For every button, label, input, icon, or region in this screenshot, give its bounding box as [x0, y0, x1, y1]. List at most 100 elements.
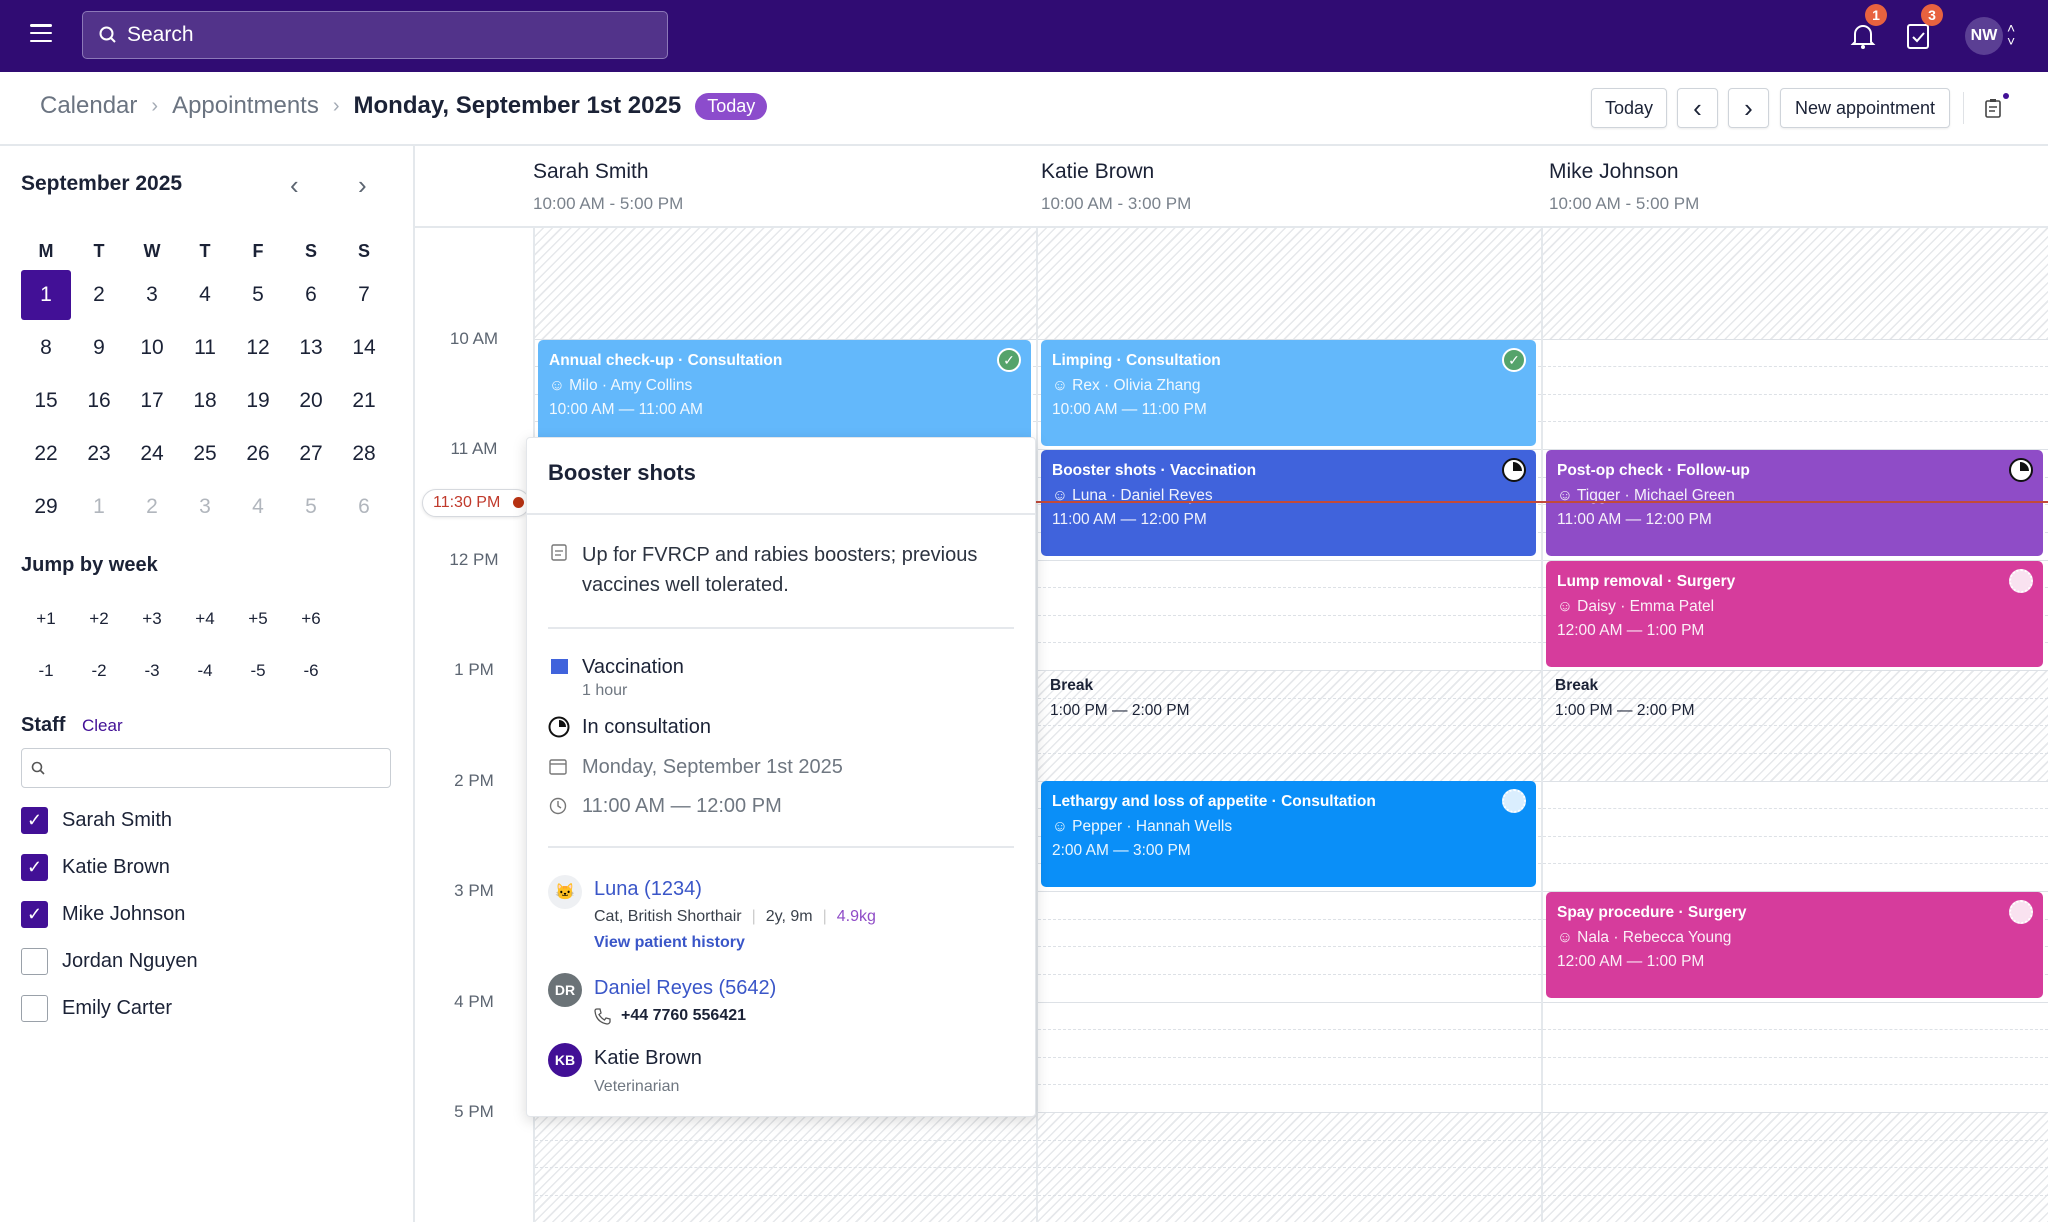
jump-forward-button[interactable]: +3 — [142, 609, 162, 628]
checkbox[interactable] — [21, 995, 48, 1022]
grid-line — [1038, 697, 1541, 699]
calendar-day[interactable]: 8 — [40, 336, 52, 359]
jump-forward-button[interactable]: +6 — [301, 609, 321, 628]
calendar-day[interactable]: 2 — [93, 283, 105, 306]
calendar-day[interactable]: 19 — [246, 389, 270, 412]
checkbox[interactable]: ✓ — [21, 854, 48, 881]
calendar-day[interactable]: 11 — [194, 336, 216, 359]
notifications-button[interactable]: 1 — [1850, 4, 1887, 55]
appointment-card[interactable]: Booster shots · Vaccination ☺ Luna · Dani… — [1041, 450, 1536, 556]
jump-back-button[interactable]: -5 — [250, 661, 266, 680]
patient-link[interactable]: Luna (1234) — [594, 878, 702, 900]
calendar-day[interactable]: 7 — [358, 283, 370, 306]
calendar-day[interactable]: 1 — [21, 270, 71, 320]
jump-forward-button[interactable]: +2 — [89, 609, 109, 628]
calendar-day[interactable]: 16 — [87, 389, 111, 412]
calendar-day[interactable]: 25 — [193, 442, 217, 465]
calendar-day[interactable]: 10 — [140, 336, 164, 359]
prev-day-button[interactable]: ‹ — [1677, 88, 1718, 128]
checkbox[interactable]: ✓ — [21, 901, 48, 928]
calendar-day[interactable]: 1 — [93, 495, 105, 518]
appointment-card[interactable]: Limping · Consultation ☺ Rex · Olivia Zha… — [1041, 340, 1536, 446]
checkbox[interactable] — [21, 948, 48, 975]
grid-line — [1038, 1084, 1541, 1086]
jump-forward-button[interactable]: +5 — [248, 609, 268, 628]
calendar-day[interactable]: 26 — [246, 442, 270, 465]
pet-owner-text: Tigger · Michael Green — [1576, 486, 1735, 504]
calendar-day[interactable]: 27 — [299, 442, 323, 465]
calendar-day[interactable]: 6 — [305, 283, 317, 306]
appointment-card[interactable]: Spay procedure · Surgery ☺ Nala · Rebecca… — [1546, 892, 2043, 998]
patient-weight: 4.9kg — [836, 908, 876, 925]
grid-line — [1543, 1029, 2048, 1031]
search-icon — [99, 26, 116, 43]
calendar-day[interactable]: 29 — [34, 495, 58, 518]
mini-calendar-next[interactable]: › — [358, 170, 367, 200]
tasks-button[interactable]: 3 — [1906, 4, 1943, 55]
appointment-card[interactable]: Lump removal · Surgery ☺ Daisy · Emma Pat… — [1546, 561, 2043, 667]
tasks-badge: 3 — [1921, 4, 1943, 26]
calendar-day[interactable]: 9 — [93, 336, 105, 359]
staff-filter-item[interactable]: ✓ Sarah Smith — [21, 807, 172, 834]
jump-back-button[interactable]: -6 — [303, 661, 319, 680]
calendar-day[interactable]: 4 — [199, 283, 211, 306]
calendar-day[interactable]: 14 — [352, 336, 376, 359]
jump-back-button[interactable]: -4 — [197, 661, 213, 680]
user-avatar[interactable]: NW — [1965, 17, 2003, 55]
staff-clear-link[interactable]: Clear — [82, 716, 123, 735]
calendar-day[interactable]: 2 — [146, 495, 158, 518]
next-day-button[interactable]: › — [1728, 88, 1769, 128]
view-patient-history-link[interactable]: View patient history — [594, 934, 745, 951]
staff-filter-item[interactable]: ✓ Katie Brown — [21, 854, 170, 881]
calendar-day[interactable]: 22 — [34, 442, 58, 465]
chevron-updown-icon[interactable]: ˄ ˅ — [2007, 20, 2016, 49]
calendar-day[interactable]: 4 — [252, 495, 264, 518]
column-katie-brown[interactable]: Limping · Consultation ☺ Rex · Olivia Zha… — [1036, 228, 1541, 1222]
jump-back-button[interactable]: -1 — [38, 661, 54, 680]
calendar-day[interactable]: 12 — [246, 336, 270, 359]
staff-search-input[interactable] — [21, 748, 391, 788]
checkbox[interactable]: ✓ — [21, 807, 48, 834]
calendar-day[interactable]: 15 — [34, 389, 58, 412]
search-input[interactable]: Search — [82, 11, 668, 59]
mini-calendar-prev[interactable]: ‹ — [290, 170, 299, 200]
jump-back-button[interactable]: -3 — [144, 661, 160, 680]
jump-forward-button[interactable]: +4 — [195, 609, 215, 628]
menu-icon[interactable] — [30, 24, 52, 42]
calendar-day[interactable]: 24 — [140, 442, 164, 465]
pet-icon: ☺ — [549, 376, 570, 394]
calendar-day[interactable]: 5 — [252, 283, 264, 306]
appointment-card[interactable]: Annual check-up · Consultation ☺ Milo · A… — [538, 340, 1031, 446]
calendar-day[interactable]: 6 — [358, 495, 370, 518]
today-button[interactable]: Today — [1591, 88, 1667, 128]
calendar-day[interactable]: 3 — [146, 283, 158, 306]
calendar-day[interactable]: 18 — [193, 389, 217, 412]
breadcrumb-appointments[interactable]: Appointments — [172, 92, 319, 119]
appointment-time: 12:00 AM — 1:00 PM — [1557, 953, 1705, 970]
calendar-day[interactable]: 17 — [140, 389, 164, 412]
staff-filter-item[interactable]: ✓ Mike Johnson — [21, 901, 185, 928]
appointment-card[interactable]: Post-op check · Follow-up ☺ Tigger · Mich… — [1546, 450, 2043, 556]
staff-name: Mike Johnson — [1549, 160, 1679, 183]
appointment-card[interactable]: Lethargy and loss of appetite · Consulta… — [1041, 781, 1536, 887]
staff-filter-item[interactable]: Emily Carter — [21, 995, 172, 1022]
calendar-day[interactable]: 3 — [199, 495, 211, 518]
jump-forward-button[interactable]: +1 — [36, 609, 56, 628]
staff-filter-item[interactable]: Jordan Nguyen — [21, 948, 198, 975]
new-appointment-button[interactable]: New appointment — [1780, 88, 1950, 128]
jump-back-button[interactable]: -2 — [91, 661, 107, 680]
calendar-day[interactable]: 28 — [352, 442, 376, 465]
calendar-day[interactable]: 5 — [305, 495, 317, 518]
pet-owner-text: Luna · Daniel Reyes — [1072, 486, 1213, 504]
calendar-day[interactable]: 13 — [299, 336, 323, 359]
calendar-day[interactable]: 21 — [352, 389, 376, 412]
owner-link[interactable]: Daniel Reyes (5642) — [594, 977, 777, 999]
calendar-day[interactable]: 23 — [87, 442, 111, 465]
owner-phone[interactable]: +44 7760 556421 — [594, 1007, 746, 1025]
breadcrumb-calendar[interactable]: Calendar — [40, 92, 138, 119]
staff-hours: 10:00 AM - 3:00 PM — [1041, 194, 1192, 213]
notes-button[interactable] — [1985, 93, 2009, 123]
grid-line — [1038, 1167, 1541, 1169]
calendar-day[interactable]: 20 — [299, 389, 323, 412]
column-mike-johnson[interactable]: Post-op check · Follow-up ☺ Tigger · Mich… — [1541, 228, 2048, 1222]
